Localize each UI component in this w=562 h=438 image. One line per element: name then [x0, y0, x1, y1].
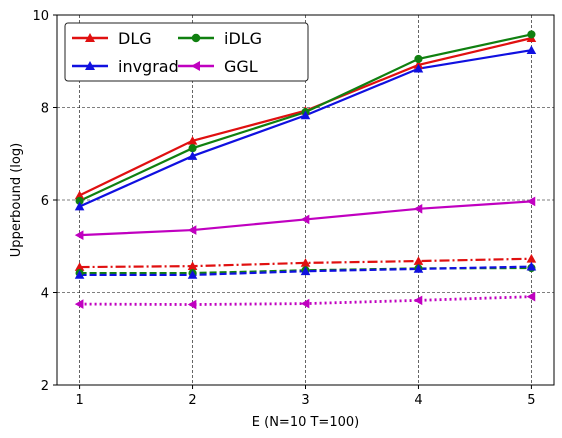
- data-point: [413, 295, 423, 306]
- data-point: [526, 196, 536, 207]
- legend-entry: invgrad: [72, 57, 179, 76]
- legend-marker: [191, 33, 201, 43]
- data-point: [74, 201, 85, 211]
- legend-label: invgrad: [118, 57, 179, 76]
- legend-entries: DLG iDLG invgrad GGL: [72, 29, 262, 76]
- data-point: [300, 110, 311, 120]
- data-point: [300, 266, 311, 276]
- data-point: [187, 151, 198, 160]
- legend-marker: [85, 61, 95, 70]
- data-point: [413, 264, 424, 273]
- data-point: [187, 261, 198, 270]
- x-axis-label: E (N=10 T=100): [252, 415, 359, 430]
- ticks: 1 2 3 4 5 2 4 6 8 10: [32, 9, 535, 408]
- y-tick-label: 4: [41, 287, 49, 302]
- legend-label: iDLG: [224, 29, 262, 48]
- x-tick-label: 5: [527, 393, 535, 408]
- data-point: [526, 45, 537, 54]
- data-point: [526, 261, 537, 271]
- legend-box: [64, 22, 309, 82]
- legend-marker: [191, 61, 200, 71]
- data-point: [74, 270, 85, 279]
- legend: DLG iDLG invgrad GGL: [64, 22, 309, 82]
- x-tick-label: 2: [188, 393, 196, 408]
- legend-label: GGL: [224, 57, 258, 76]
- x-tick-label: 1: [75, 393, 83, 408]
- data-point: [526, 291, 536, 302]
- y-tick-label: 10: [32, 9, 49, 24]
- y-axis-label: Upperbound (log): [9, 143, 24, 257]
- data-point: [75, 196, 84, 206]
- y-tick-label: 2: [41, 379, 49, 394]
- data-point: [300, 298, 310, 309]
- x-tick-label: 4: [414, 393, 422, 408]
- data-point: [414, 54, 423, 64]
- legend-marker: [85, 33, 95, 42]
- data-point: [74, 190, 85, 200]
- data-point: [188, 144, 197, 153]
- data-point: [527, 30, 536, 39]
- data-point: [187, 225, 197, 235]
- y-tick-label: 6: [41, 194, 49, 209]
- data-point: [74, 230, 84, 240]
- legend-entry: DLG: [72, 29, 152, 48]
- data-point: [74, 299, 84, 309]
- y-tick-label: 8: [41, 102, 49, 117]
- x-tick-label: 3: [301, 393, 309, 408]
- legend-entry: iDLG: [178, 29, 262, 48]
- legend-entry: GGL: [178, 57, 258, 76]
- data-point: [74, 262, 85, 271]
- data-point: [300, 258, 311, 267]
- data-point: [526, 253, 537, 263]
- legend-label: DLG: [118, 29, 152, 48]
- data-point: [300, 214, 310, 225]
- data-point: [187, 299, 197, 310]
- data-point: [187, 136, 198, 145]
- data-point: [413, 203, 423, 214]
- data-point: [187, 270, 198, 279]
- series-markers: [74, 30, 537, 310]
- data-point: [413, 63, 424, 73]
- data-point: [413, 256, 424, 265]
